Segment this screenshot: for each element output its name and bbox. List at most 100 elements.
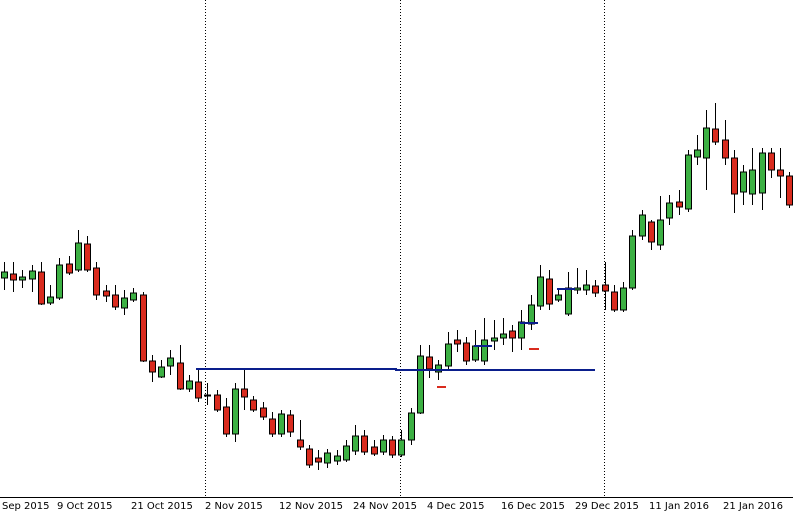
candle-body — [546, 278, 553, 305]
candle-body — [472, 345, 479, 361]
candle-body — [749, 169, 756, 195]
candle-body — [130, 292, 137, 301]
candle-body — [84, 243, 91, 271]
candle-body — [66, 263, 73, 274]
candle-body — [195, 381, 202, 399]
candle-body — [278, 413, 285, 435]
candle-body — [731, 157, 738, 195]
candle-body — [676, 201, 683, 208]
candle-body — [408, 412, 415, 441]
candle-body — [666, 202, 673, 219]
candle-body — [602, 284, 609, 292]
candle-body — [722, 139, 729, 159]
candle-body — [324, 452, 331, 464]
candle-body — [417, 355, 424, 414]
x-tick-label: 29 Dec 2015 — [575, 501, 639, 512]
candle-body — [214, 394, 221, 411]
candle-body — [269, 418, 276, 435]
candle-body — [786, 175, 793, 206]
candle-body — [75, 242, 82, 271]
candle-body — [56, 264, 63, 299]
candle-body — [463, 342, 470, 362]
candle-body — [287, 414, 294, 433]
candle-body — [177, 362, 184, 390]
candle-body — [306, 448, 313, 466]
candle-body — [186, 380, 193, 390]
candle-body — [167, 357, 174, 367]
candle-body — [361, 435, 368, 453]
candle-body — [223, 406, 230, 435]
indicator-lines — [196, 288, 595, 388]
candle-body — [454, 339, 461, 345]
candle-body — [611, 291, 618, 311]
x-tick-label: 11 Jan 2016 — [649, 501, 709, 512]
candles — [1, 103, 793, 470]
x-tick-label: Sep 2015 — [2, 501, 49, 512]
candle-body — [565, 287, 572, 315]
candle-body — [38, 271, 45, 305]
candle-body — [491, 337, 498, 342]
candle-body — [703, 127, 710, 159]
candle-body — [121, 297, 128, 309]
candle-body — [620, 287, 627, 311]
candle-body — [528, 304, 535, 325]
candle-body — [648, 221, 655, 243]
x-tick-label: 4 Dec 2015 — [427, 501, 485, 512]
candle-body — [759, 152, 766, 194]
candle-body — [204, 394, 211, 397]
candle-body — [426, 356, 433, 370]
candle-body — [657, 219, 664, 246]
candle-body — [232, 388, 239, 435]
x-tick-label: 9 Oct 2015 — [57, 501, 112, 512]
candle-body — [19, 276, 26, 281]
x-tick-label: 12 Nov 2015 — [279, 501, 343, 512]
candle-body — [500, 333, 507, 339]
candle-body — [518, 321, 525, 339]
candle-body — [583, 284, 590, 291]
candle-body — [241, 388, 248, 398]
candle-body — [380, 439, 387, 453]
candle-body — [140, 294, 147, 362]
candle-body — [93, 267, 100, 296]
candle-body — [629, 235, 636, 289]
candle-body — [260, 407, 267, 418]
candle-body — [389, 439, 396, 456]
candle-body — [1, 271, 8, 279]
candle-body — [343, 445, 350, 461]
candle-body — [509, 330, 516, 339]
candle-body — [112, 294, 119, 308]
candle-body — [537, 276, 544, 307]
candle-body — [149, 360, 156, 373]
period-separators — [205, 0, 605, 497]
candle-body — [352, 435, 359, 452]
candle-body — [445, 343, 452, 367]
candle-body — [712, 128, 719, 143]
candle-body — [103, 290, 110, 297]
candle-body — [315, 457, 322, 463]
candle-body — [481, 339, 488, 362]
candle-body — [47, 296, 54, 304]
candle-body — [398, 439, 405, 456]
candle-body — [592, 285, 599, 294]
candle-body — [250, 399, 257, 411]
candle-body — [371, 446, 378, 455]
candle-body — [334, 455, 341, 462]
x-tick-label: 16 Dec 2015 — [501, 501, 565, 512]
x-tick-label: 21 Oct 2015 — [131, 501, 193, 512]
candle-body — [555, 294, 562, 301]
candle-body — [29, 270, 36, 280]
candle-body — [574, 287, 581, 291]
candle-body — [10, 273, 17, 281]
candle-body — [435, 364, 442, 373]
candle-body — [694, 149, 701, 158]
candle-body — [740, 171, 747, 193]
x-tick-label: 2 Nov 2015 — [205, 501, 263, 512]
candle-body — [685, 154, 692, 210]
level-line — [196, 368, 595, 371]
candle-body — [297, 439, 304, 448]
x-tick-label: 21 Jan 2016 — [723, 501, 783, 512]
candle-body — [777, 169, 784, 177]
candle-body — [768, 152, 775, 171]
